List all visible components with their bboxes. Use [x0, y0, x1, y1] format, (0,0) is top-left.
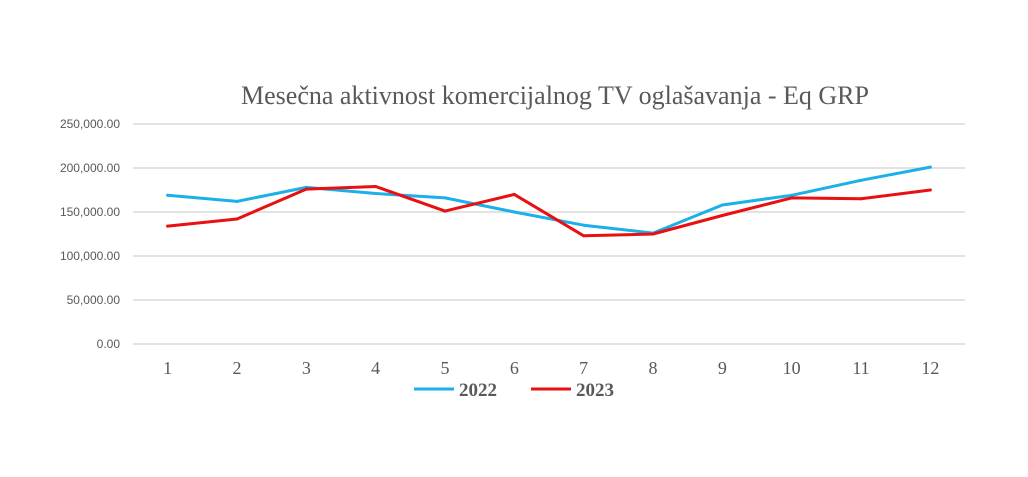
data-point-2023 [304, 187, 308, 191]
y-tick-label: 100,000.00 [60, 249, 120, 263]
series-lines [166, 165, 932, 238]
data-point-2023 [374, 184, 378, 188]
y-axis-tick-labels: 0.00 50,000.00 100,000.00 150,000.00 200,000… [60, 117, 120, 351]
gridlines [133, 123, 965, 345]
chart-title: Mesečna aktivnost komercijalnog TV oglaš… [241, 81, 869, 110]
data-point-2022 [374, 192, 378, 196]
legend-label-2023: 2023 [576, 380, 614, 401]
x-tick-label: 12 [921, 358, 939, 378]
data-point-2023 [582, 234, 586, 238]
data-point-2022 [443, 196, 447, 200]
x-tick-label: 6 [510, 358, 519, 378]
legend-label-2022: 2022 [459, 380, 497, 401]
x-axis-tick-labels: 1 2 3 4 5 6 7 8 9 10 11 12 [163, 358, 939, 378]
data-point-2022 [720, 203, 724, 207]
data-point-2023 [235, 217, 239, 221]
data-point-2023 [512, 192, 516, 196]
x-tick-label: 2 [233, 358, 242, 378]
y-tick-label: 50,000.00 [67, 293, 121, 307]
y-tick-label: 250,000.00 [60, 117, 120, 131]
legend: 2022 2023 [414, 380, 614, 401]
x-tick-label: 11 [852, 358, 869, 378]
data-point-2022 [166, 193, 170, 197]
data-point-2023 [928, 188, 932, 192]
x-tick-label: 1 [163, 358, 172, 378]
x-tick-label: 4 [371, 358, 380, 378]
data-point-2023 [720, 214, 724, 218]
x-tick-label: 3 [302, 358, 311, 378]
x-tick-label: 5 [441, 358, 450, 378]
data-point-2023 [166, 224, 170, 228]
x-tick-label: 8 [649, 358, 658, 378]
series-line-2023 [166, 185, 932, 238]
series-line-2022 [166, 165, 932, 235]
y-tick-label: 150,000.00 [60, 205, 120, 219]
data-point-2022 [859, 178, 863, 182]
data-point-2023 [443, 209, 447, 213]
data-point-2022 [235, 199, 239, 203]
x-tick-label: 9 [718, 358, 727, 378]
x-tick-label: 10 [783, 358, 801, 378]
data-point-2022 [928, 165, 932, 169]
y-tick-label: 200,000.00 [60, 161, 120, 175]
data-point-2022 [790, 193, 794, 197]
data-point-2022 [512, 210, 516, 214]
data-point-2023 [859, 197, 863, 201]
data-point-2023 [790, 196, 794, 200]
data-point-2023 [651, 232, 655, 236]
data-point-2022 [582, 223, 586, 227]
x-tick-label: 7 [579, 358, 588, 378]
y-tick-label: 0.00 [97, 337, 121, 351]
